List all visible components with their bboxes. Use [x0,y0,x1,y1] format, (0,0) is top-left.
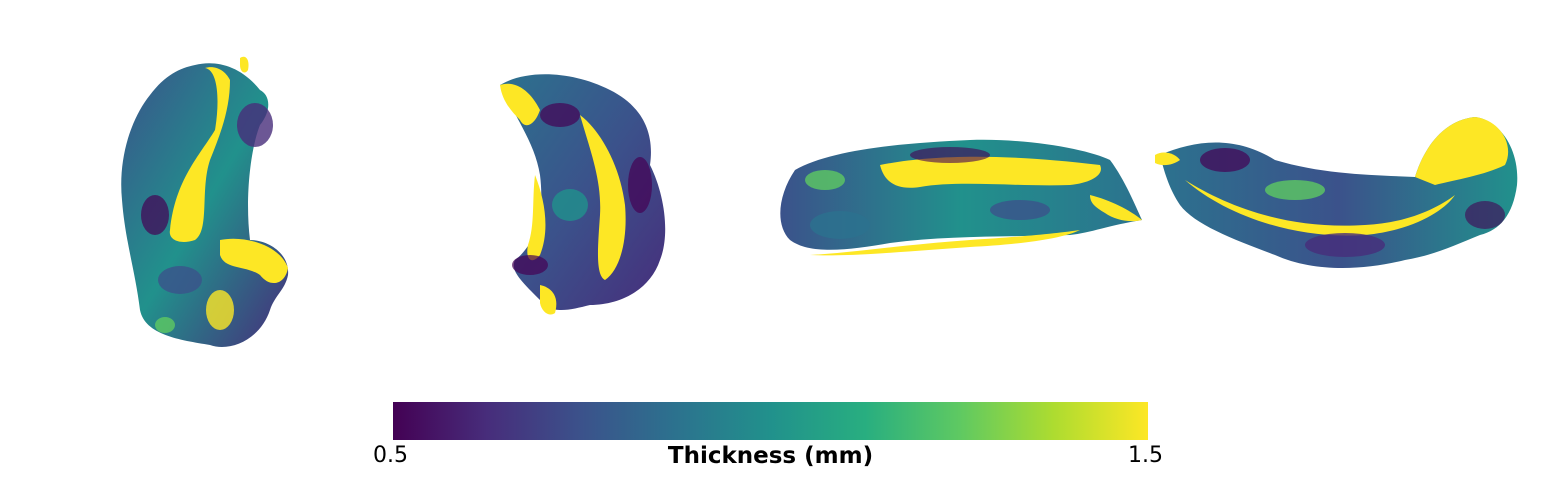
hippocampus-view-3 [770,125,1155,275]
hippocampus-view-1 [100,40,300,360]
colorbar-max-label: 1.5 [1128,443,1163,468]
colorbar-min-label: 0.5 [373,443,408,468]
colorbar-gradient [393,402,1148,440]
thick-band [1185,180,1455,236]
colorbar-title: Thickness (mm) [667,443,874,469]
thick-band [580,115,626,280]
thick-band [240,56,249,73]
surface-render-2 [500,74,666,315]
surface-render-4 [1155,117,1518,269]
surface-render-1 [121,56,289,347]
hippocampus-view-4 [1145,105,1530,290]
thick-band [169,67,230,242]
thick-band [220,238,288,284]
colorbar [393,402,1148,440]
surface-render-3 [780,139,1142,256]
hippocampus-view-2 [480,55,690,335]
thick-band [880,156,1101,188]
thick-band [1415,117,1509,185]
